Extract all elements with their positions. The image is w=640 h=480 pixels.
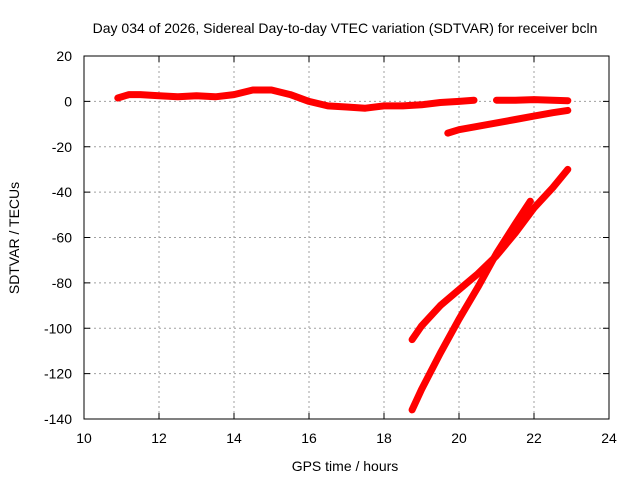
x-axis-label: GPS time / hours xyxy=(292,458,399,474)
y-axis-label: SDTVAR / TECUs xyxy=(6,182,22,294)
y-tick-label: -60 xyxy=(52,230,72,246)
chart-title: Day 034 of 2026, Sidereal Day-to-day VTE… xyxy=(93,20,598,36)
plot-frame xyxy=(83,55,610,420)
y-tick-label: -80 xyxy=(52,275,72,291)
y-tick-label: 20 xyxy=(56,48,72,64)
axis-ticks: 10 12 14 16 18 20 22 24 20 0 -20 -40 -60 -80 -100 -120 -… xyxy=(44,48,617,446)
x-tick-label: 12 xyxy=(151,430,167,446)
y-tick-label: -140 xyxy=(44,411,72,427)
data-series xyxy=(114,86,572,414)
y-tick-label: -120 xyxy=(44,366,72,382)
y-tick-label: -20 xyxy=(52,139,72,155)
series-lower-branch xyxy=(444,106,572,137)
series-main-band xyxy=(114,86,478,112)
series-right-segment xyxy=(493,96,572,105)
series-steep-branch-b xyxy=(408,165,572,344)
x-tick-label: 10 xyxy=(76,430,92,446)
x-tick-label: 18 xyxy=(376,430,392,446)
series-steep-branch-a xyxy=(408,197,534,414)
x-tick-label: 20 xyxy=(451,430,467,446)
x-tick-label: 14 xyxy=(226,430,242,446)
y-tick-label: 0 xyxy=(64,93,72,109)
x-tick-label: 16 xyxy=(301,430,317,446)
x-tick-label: 22 xyxy=(526,430,542,446)
y-tick-label: -40 xyxy=(52,184,72,200)
y-tick-label: -100 xyxy=(44,320,72,336)
x-tick-label: 24 xyxy=(601,430,617,446)
